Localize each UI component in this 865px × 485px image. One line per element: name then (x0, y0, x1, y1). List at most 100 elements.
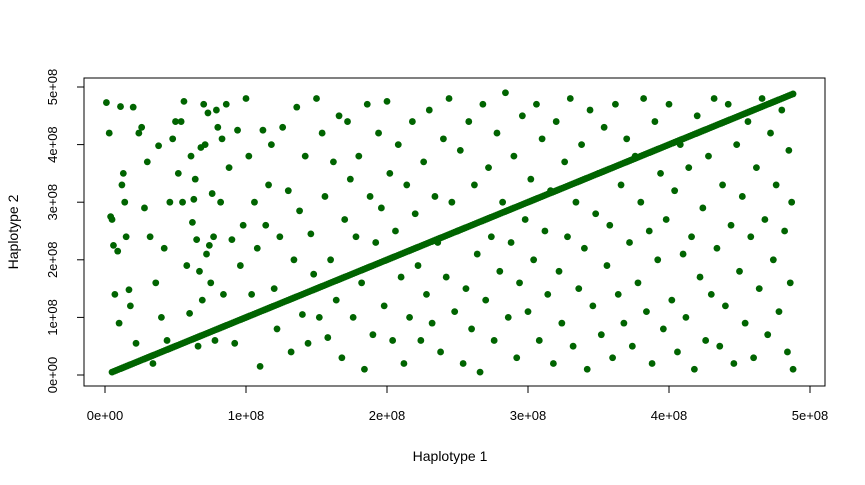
scatter-point-251 (764, 331, 772, 339)
scatter-point-4 (110, 242, 117, 249)
scatter-point-169 (533, 100, 540, 108)
scatter-point-31 (174, 170, 182, 177)
scatter-point-227 (696, 273, 704, 281)
scatter-point-238 (727, 221, 735, 229)
scatter-point-8 (117, 103, 124, 110)
scatter-point-216 (665, 100, 673, 108)
scatter-point-210 (648, 360, 656, 367)
scatter-point-34 (180, 98, 188, 105)
scatter-point-12 (122, 233, 130, 241)
x-tick-label-1: 1e+08 (228, 408, 265, 423)
scatter-point-224 (688, 233, 695, 241)
scatter-point-197 (612, 100, 619, 108)
scatter-point-242 (738, 193, 746, 200)
scatter-point-262 (789, 365, 797, 373)
scatter-point-221 (679, 250, 687, 258)
scatter-point-151 (482, 296, 490, 304)
scatter-point-198 (614, 290, 622, 298)
scatter-point-92 (315, 314, 323, 321)
scatter-point-232 (710, 95, 718, 102)
scatter-point-95 (324, 334, 332, 341)
scatter-point-159 (504, 314, 512, 321)
scatter-point-137 (442, 273, 450, 281)
scatter-point-178 (558, 319, 566, 327)
scatter-point-88 (304, 339, 312, 347)
scatter-point-108 (361, 365, 368, 373)
scatter-point-5 (111, 290, 119, 298)
scatter-point-69 (248, 290, 256, 298)
x-tick-label-2: 2e+08 (369, 408, 406, 423)
scatter-point-65 (236, 262, 244, 269)
scatter-point-30 (172, 118, 179, 125)
scatter-point-40 (191, 175, 199, 183)
scatter-point-136 (440, 135, 447, 143)
scatter-point-1 (105, 129, 113, 137)
scatter-point-194 (603, 262, 611, 269)
scatter-point-53 (210, 233, 217, 241)
scatter-point-179 (561, 158, 569, 166)
scatter-point-38 (189, 218, 196, 226)
scatter-point-208 (643, 308, 650, 316)
scatter-point-183 (572, 198, 580, 206)
scatter-point-23 (152, 279, 160, 287)
scatter-point-122 (400, 360, 408, 367)
scatter-point-239 (730, 360, 738, 367)
plot-frame (83, 77, 826, 387)
scatter-point-186 (581, 244, 588, 252)
scatter-point-24 (155, 142, 162, 150)
scatter-point-246 (750, 354, 757, 362)
scatter-point-140 (451, 308, 459, 316)
scatter-point-141 (454, 227, 461, 235)
scatter-point-167 (527, 175, 535, 183)
scatter-point-90 (310, 270, 318, 278)
scatter-point-202 (626, 239, 633, 246)
scatter-point-165 (521, 216, 529, 223)
scatter-point-120 (394, 141, 402, 149)
scatter-point-36 (186, 309, 194, 317)
scatter-point-257 (781, 227, 789, 235)
scatter-point-223 (685, 164, 693, 172)
scatter-point-75 (265, 181, 272, 189)
scatter-point-33 (179, 198, 186, 206)
scatter-point-129 (420, 158, 428, 166)
scatter-point-78 (273, 325, 281, 333)
scatter-point-215 (662, 216, 670, 223)
scatter-point-158 (502, 89, 509, 97)
x-axis-title: Haplotype 1 (413, 448, 488, 464)
points-layer (103, 89, 797, 376)
scatter-point-204 (631, 152, 639, 160)
scatter-point-130 (423, 290, 430, 298)
scatter-point-250 (761, 216, 769, 223)
scatter-point-205 (634, 279, 642, 287)
scatter-point-171 (538, 135, 546, 143)
y-tick-label-1: 1e+08 (45, 299, 60, 336)
scatter-point-154 (490, 337, 498, 344)
scatter-point-89 (307, 230, 315, 238)
scatter-point-39 (190, 195, 198, 203)
scatter-point-15 (129, 103, 137, 111)
scatter-point-49 (204, 109, 212, 117)
scatter-point-177 (555, 267, 563, 275)
scatter-point-155 (493, 129, 501, 137)
scatter-point-7 (115, 319, 123, 327)
scatter-point-133 (431, 193, 439, 200)
scatter-point-124 (406, 314, 413, 321)
scatter-point-237 (724, 100, 732, 108)
scatter-point-6 (114, 247, 122, 255)
scatter-point-50 (205, 242, 213, 249)
scatter-point-47 (201, 141, 209, 149)
scatter-point-189 (589, 302, 597, 310)
x-tick-label-5: 5e+08 (792, 408, 829, 423)
scatter-point-173 (544, 290, 552, 298)
scatter-point-116 (383, 98, 391, 105)
scatter-point-209 (645, 227, 653, 235)
scatter-point-83 (290, 256, 298, 264)
y-tick-label-3: 3e+08 (45, 184, 60, 221)
scatter-point-253 (769, 256, 777, 264)
scatter-point-145 (465, 118, 473, 125)
y-tick-label-0: 0e+00 (45, 357, 60, 394)
scatter-point-55 (212, 106, 220, 114)
scatter-point-56 (214, 123, 222, 131)
scatter-point-125 (408, 118, 416, 125)
